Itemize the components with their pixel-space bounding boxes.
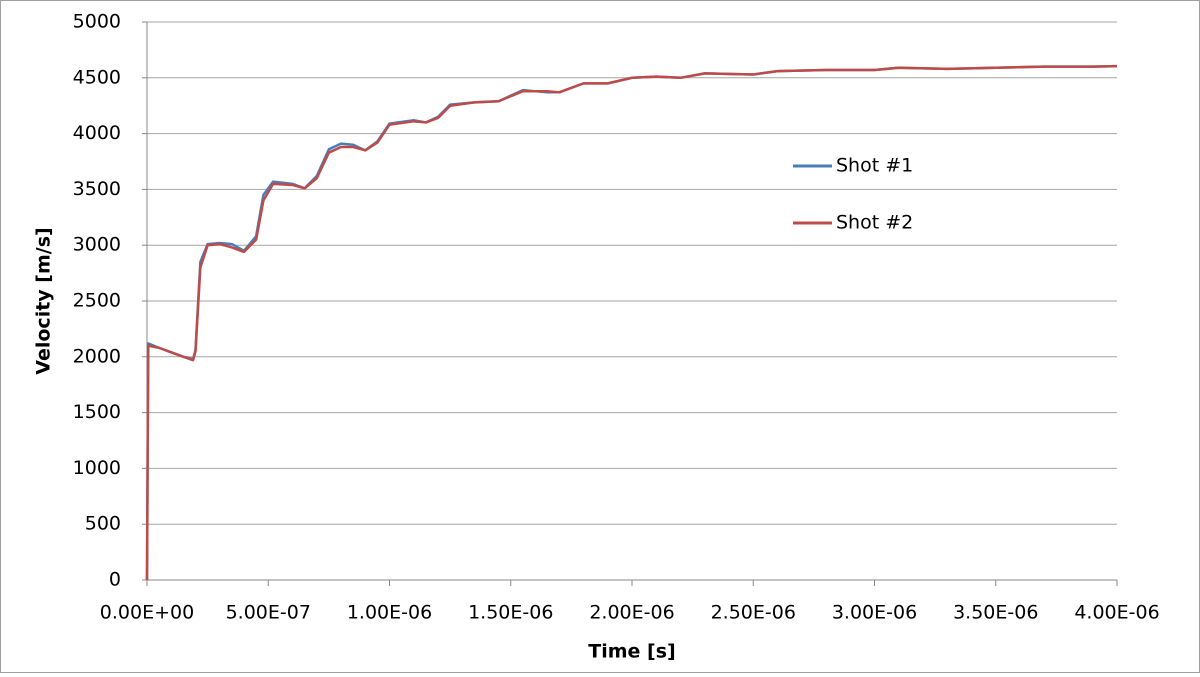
x-tick-label: 2.50E-06 — [711, 602, 796, 624]
y-tick-label: 5000 — [73, 11, 121, 33]
data-line — [145, 64, 1118, 581]
x-tick-label: 4.00E-06 — [1074, 602, 1159, 624]
x-tick-label: 0.00E+00 — [100, 602, 194, 624]
y-axis-title: Velocity [m/s] — [33, 227, 55, 374]
x-tick-label: 3.00E-06 — [832, 602, 917, 624]
y-tick-label: 1500 — [73, 401, 121, 423]
y-tick-label: 4000 — [73, 122, 121, 144]
y-tick-label: 3500 — [73, 178, 121, 200]
y-tick-label: 1000 — [73, 457, 121, 479]
x-tick-label: 3.50E-06 — [953, 602, 1038, 624]
y-tick-label: 4500 — [73, 66, 121, 88]
y-tick-label: 2000 — [73, 345, 121, 367]
x-tick-label: 1.50E-06 — [468, 602, 553, 624]
legend-label: Shot #1 — [836, 155, 913, 177]
y-tick-label: 500 — [85, 513, 121, 535]
x-tick-label: 2.00E-06 — [589, 602, 674, 624]
x-tick-label: 5.00E-07 — [226, 602, 311, 624]
x-tick-label: 1.00E-06 — [347, 602, 432, 624]
y-tick-label: 0 — [109, 569, 121, 591]
y-tick-label: 2500 — [73, 290, 121, 312]
x-axis-title: Time [s] — [588, 641, 675, 663]
y-tick-label: 3000 — [73, 234, 121, 256]
legend-label: Shot #2 — [836, 212, 913, 234]
